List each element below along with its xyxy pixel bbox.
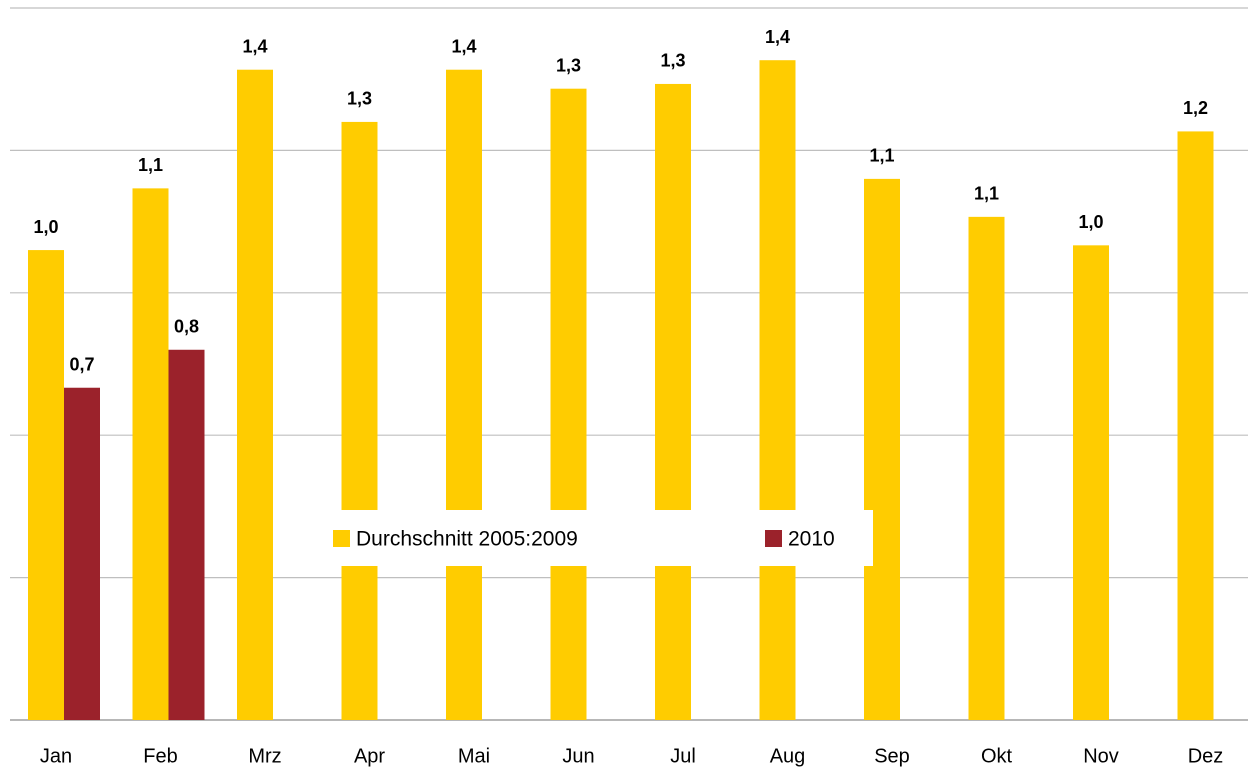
x-tick-label: Feb xyxy=(143,745,177,767)
bar xyxy=(1073,245,1109,721)
data-label: 1,1 xyxy=(974,184,999,204)
x-tick-label: Jun xyxy=(562,745,594,767)
bar xyxy=(968,216,1005,720)
bar xyxy=(655,83,691,721)
bar xyxy=(168,349,205,720)
data-label: 1,0 xyxy=(33,217,58,237)
x-tick-label: Dez xyxy=(1188,745,1224,767)
legend-label: 2010 xyxy=(788,528,835,551)
bar xyxy=(64,387,100,720)
data-label: 1,0 xyxy=(1078,212,1103,232)
bar xyxy=(28,250,64,720)
legend-swatch xyxy=(765,530,782,547)
data-label: 1,1 xyxy=(138,155,163,175)
data-label: 1,4 xyxy=(765,27,790,47)
x-tick-label: Apr xyxy=(354,745,385,767)
x-tick-label: Aug xyxy=(770,745,806,767)
data-label: 1,1 xyxy=(869,146,894,166)
data-label: 0,7 xyxy=(69,354,94,374)
bar xyxy=(237,69,273,720)
bar xyxy=(446,69,482,720)
bar xyxy=(341,121,378,721)
x-tick-label: Mrz xyxy=(248,745,281,767)
legend-label: Durchschnitt 2005:2009 xyxy=(356,528,578,551)
bar xyxy=(1177,131,1214,720)
legend-swatch xyxy=(333,530,350,547)
x-tick-label: Sep xyxy=(874,745,910,767)
data-label: 0,8 xyxy=(174,317,199,337)
x-tick-label: Jan xyxy=(40,745,72,767)
x-tick-label: Okt xyxy=(981,745,1013,767)
data-label: 1,3 xyxy=(347,89,372,109)
data-label: 1,4 xyxy=(451,36,476,56)
bar xyxy=(759,60,796,721)
data-label: 1,2 xyxy=(1183,98,1208,118)
data-label: 1,3 xyxy=(660,51,685,71)
bar xyxy=(550,88,587,720)
x-tick-label: Nov xyxy=(1083,745,1119,767)
data-label: 1,3 xyxy=(556,55,581,75)
x-tick-label: Mai xyxy=(458,745,490,767)
bar xyxy=(864,178,900,720)
x-tick-label: Jul xyxy=(670,745,696,767)
legend: Durchschnitt 2005:2009 2010 xyxy=(318,510,873,566)
data-label: 1,4 xyxy=(242,36,267,56)
bar xyxy=(132,188,169,720)
